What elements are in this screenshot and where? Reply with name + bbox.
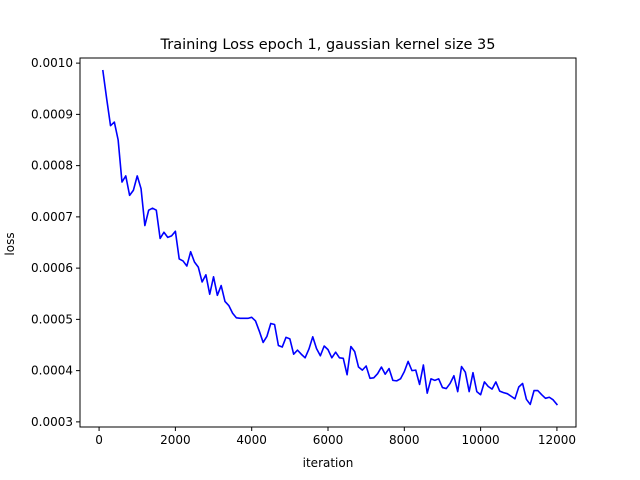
y-tick-label: 0.0007 <box>31 210 73 224</box>
x-tick-label: 2000 <box>160 433 191 447</box>
x-tick-label: 0 <box>95 433 103 447</box>
y-tick-label: 0.0005 <box>31 312 73 326</box>
y-axis: 0.0003 0.0004 0.0005 0.0006 0.0007 0.0008 0.00… <box>31 56 80 429</box>
y-tick-label: 0.0010 <box>31 56 73 70</box>
x-tick-label: 10000 <box>462 433 500 447</box>
chart-title: Training Loss epoch 1, gaussian kernel s… <box>160 37 496 53</box>
y-axis-title: loss <box>3 232 17 255</box>
y-tick-label: 0.0006 <box>31 261 73 275</box>
y-tick-label: 0.0008 <box>31 159 73 173</box>
axes-frame <box>79 57 577 428</box>
y-tick-label: 0.0004 <box>31 364 73 378</box>
x-axis: 0 2000 4000 6000 8000 10000 12000 <box>95 427 576 447</box>
series-layer <box>101 69 559 406</box>
y-tick-label: 0.0003 <box>31 415 73 429</box>
x-tick-label: 12000 <box>538 433 576 447</box>
x-tick-label: 8000 <box>389 433 420 447</box>
y-tick-label: 0.0009 <box>31 107 73 121</box>
series-line-loss <box>101 69 559 406</box>
x-tick-label: 4000 <box>236 433 267 447</box>
x-tick-label: 6000 <box>313 433 344 447</box>
x-axis-title: iteration <box>303 456 354 470</box>
